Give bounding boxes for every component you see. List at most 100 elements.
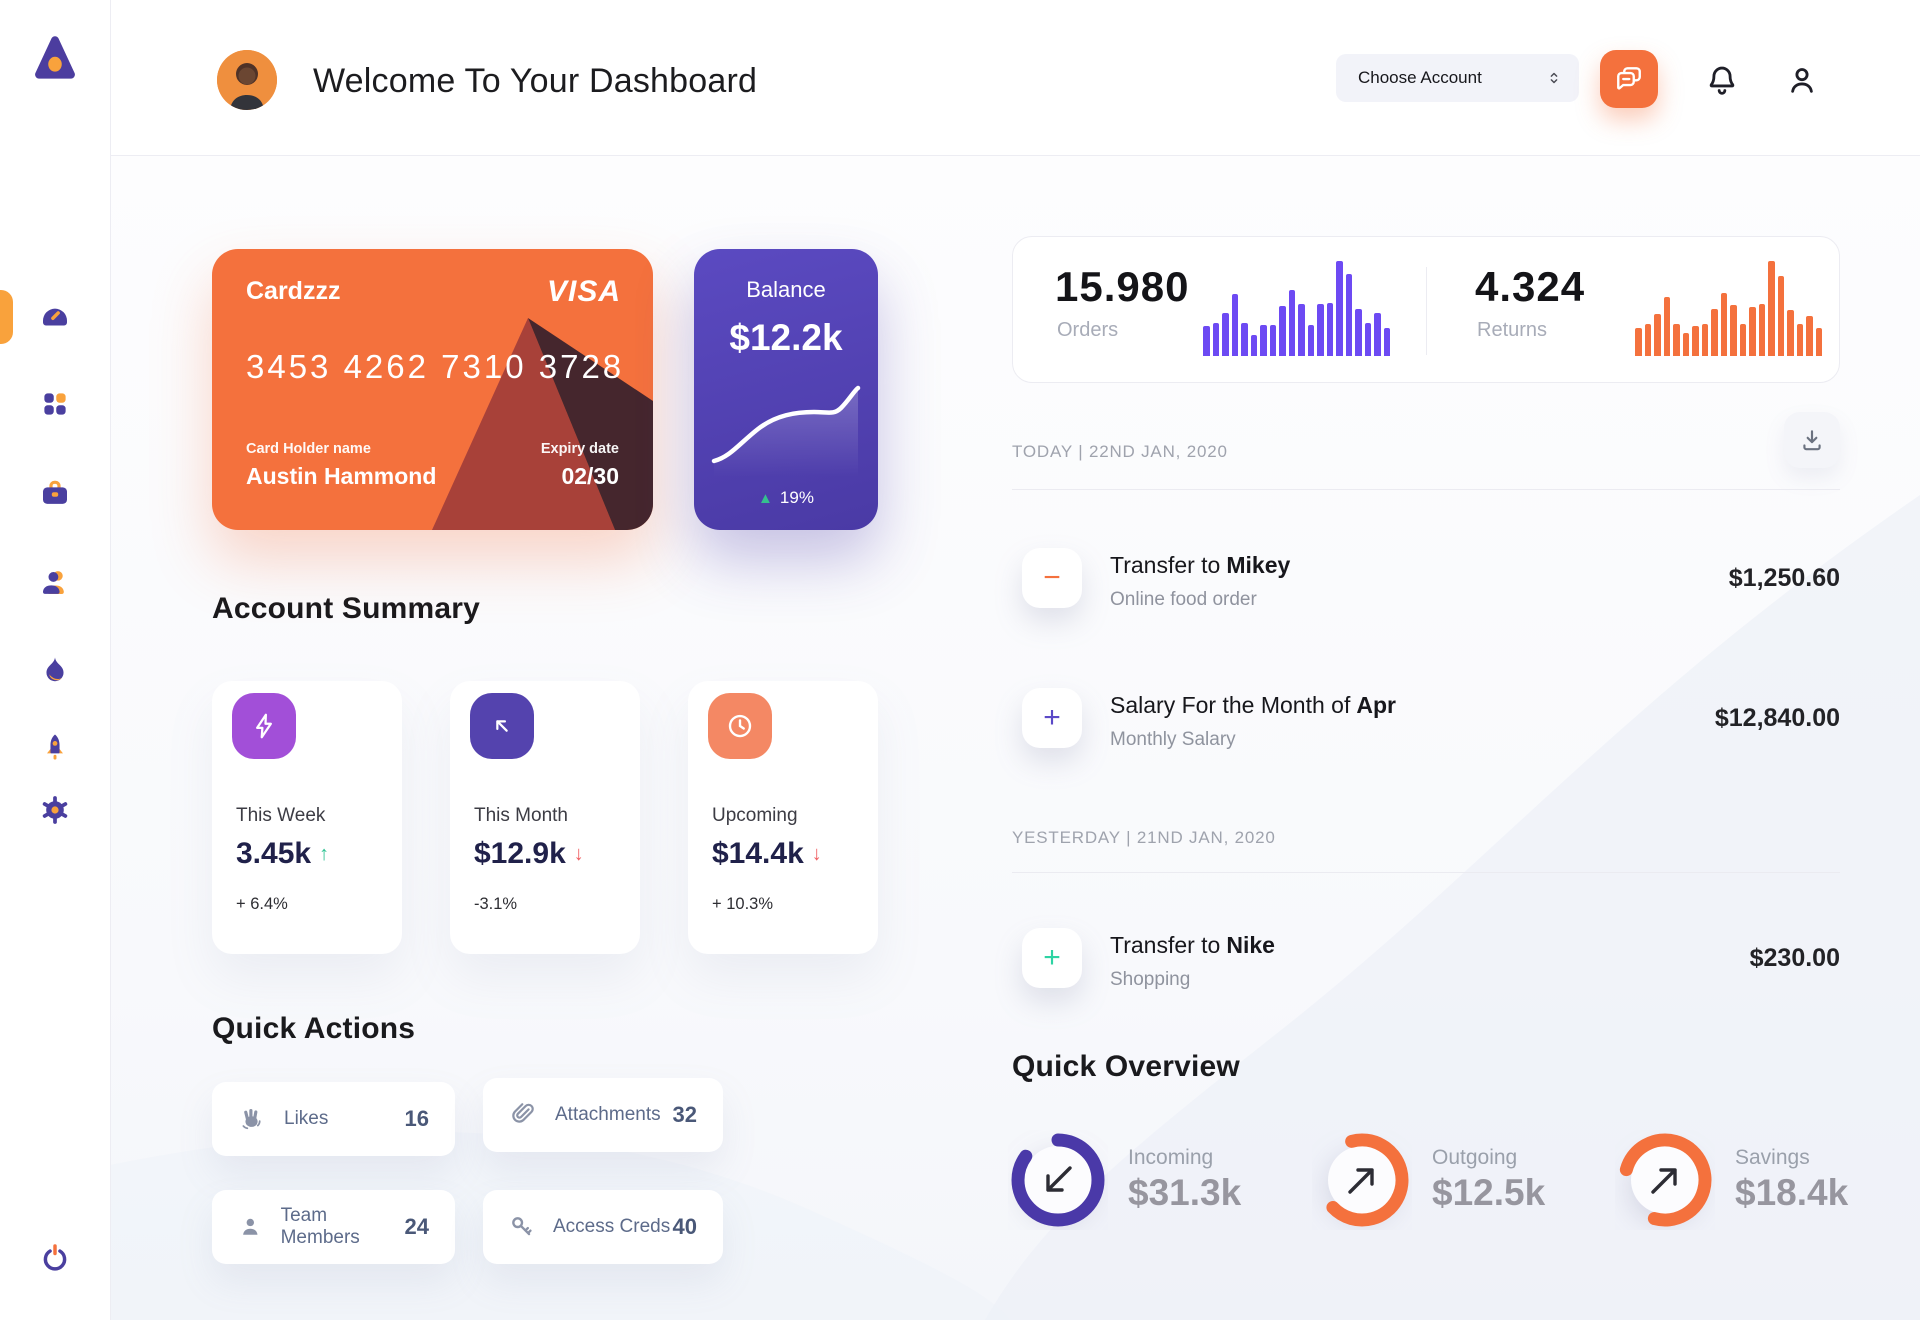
returns-label: Returns: [1477, 319, 1548, 341]
plus-icon: +: [1022, 928, 1082, 988]
sparkline-bar: [1777, 276, 1784, 356]
sidebar-item-apps[interactable]: [0, 374, 110, 434]
divider: [1426, 267, 1427, 355]
app-logo[interactable]: [28, 30, 82, 84]
sparkline-bar: [1336, 261, 1343, 356]
quick-action-likes[interactable]: Likes 16: [212, 1082, 455, 1156]
sparkline-bar: [1203, 325, 1210, 356]
summary-percent: + 6.4%: [236, 895, 288, 913]
power-icon: [43, 1244, 67, 1271]
sidebar-item-dashboard[interactable]: [0, 286, 110, 346]
overview-label: Incoming: [1128, 1146, 1214, 1169]
orders-sparkline: [1203, 261, 1395, 356]
orders-returns-card: 15.980 Orders 4.324 Returns: [1012, 236, 1840, 383]
member-icon: [243, 1218, 258, 1235]
transaction-amount: $230.00: [1749, 944, 1840, 972]
download-button[interactable]: [1784, 412, 1840, 468]
notifications-button[interactable]: [1702, 60, 1742, 100]
quick-action-attachments[interactable]: Attachments 32: [483, 1078, 723, 1152]
card-expiry: 02/30: [561, 463, 619, 489]
sparkline-bar: [1768, 261, 1775, 356]
quick-action-access-creds[interactable]: Access Creds 40: [483, 1190, 723, 1264]
transaction-amount: $1,250.60: [1728, 564, 1840, 592]
summary-label: Upcoming: [712, 805, 798, 826]
sparkline-bar: [1701, 323, 1708, 356]
paperclip-icon: [512, 1103, 534, 1123]
quick-actions-heading: Quick Actions: [212, 1012, 416, 1045]
orders-value: 15.980: [1055, 263, 1190, 310]
sparkline-bar: [1364, 322, 1371, 356]
sidebar-item-activity[interactable]: [0, 640, 110, 700]
sparkline-bar: [1279, 305, 1286, 356]
bell-icon: [1709, 66, 1735, 95]
sparkline-bar: [1749, 306, 1756, 356]
sparkline-bar: [1787, 310, 1794, 356]
logout-button[interactable]: [0, 1228, 110, 1288]
transaction-title: Transfer to Mikey: [1110, 552, 1291, 578]
sparkline-bar: [1796, 323, 1803, 356]
profile-button[interactable]: [1782, 60, 1822, 100]
sidebar-item-settings[interactable]: [0, 780, 110, 840]
transactions-date-today: TODAY | 22ND JAN, 2020: [1012, 442, 1228, 461]
sparkline-bar: [1241, 322, 1248, 356]
transactions-date-yesterday: YESTERDAY | 21ND JAN, 2020: [1012, 828, 1276, 847]
transaction-row-mikey[interactable]: − Transfer to Mikey Online food order $1,…: [1012, 548, 1840, 618]
sidebar-item-launch[interactable]: [0, 717, 110, 777]
sidebar-item-team[interactable]: [0, 552, 110, 612]
sparkline-bar: [1298, 303, 1305, 356]
quick-overview-heading: Quick Overview: [1012, 1050, 1240, 1083]
balance-change-value: 19%: [779, 488, 814, 507]
transaction-row-nike[interactable]: + Transfer to Nike Shopping $230.00: [1012, 928, 1840, 998]
quick-action-label: Access Creds: [553, 1216, 671, 1237]
header: Welcome To Your Dashboard Choose Account: [110, 0, 1920, 156]
waving-hand-icon: [242, 1108, 261, 1130]
account-select[interactable]: Choose Account: [1336, 54, 1579, 102]
card-number: 3453 4262 7310 3728: [246, 348, 625, 385]
chat-button[interactable]: [1600, 50, 1658, 108]
gear-icon: [42, 796, 68, 824]
clock-icon: [708, 693, 772, 759]
outgoing-donut: [1315, 1133, 1409, 1227]
sparkline-bar: [1730, 304, 1737, 356]
briefcase-icon: [43, 480, 67, 504]
summary-card-this-week: This Week 3.45k ↑ + 6.4%: [212, 681, 402, 954]
arrow-up-right-icon: [1651, 1168, 1677, 1194]
trend-arrow-icon: ↓: [811, 842, 822, 865]
trend-arrow-icon: ↓: [573, 842, 584, 865]
transaction-subtitle: Shopping: [1110, 969, 1191, 990]
balance-line-chart: [711, 385, 861, 477]
quick-action-label: Likes: [284, 1108, 329, 1129]
overview-label: Outgoing: [1432, 1146, 1518, 1169]
sparkline-bar: [1739, 323, 1746, 356]
avatar: [217, 50, 277, 110]
sparkline-bar: [1307, 324, 1314, 356]
sidebar: [0, 0, 111, 1320]
card-name: Cardzzz: [246, 277, 341, 305]
rocket-icon: [47, 734, 63, 760]
account-summary-heading: Account Summary: [212, 592, 481, 625]
sparkline-bar: [1692, 325, 1699, 356]
lightning-icon: [232, 693, 296, 759]
returns-sparkline: [1635, 261, 1827, 356]
returns-value: 4.324: [1475, 263, 1586, 310]
visa-logo: VISA: [546, 275, 621, 308]
sidebar-item-work[interactable]: [0, 463, 110, 523]
summary-value: 3.45k ↑: [236, 837, 330, 870]
arrow-down-left-icon: [1046, 1166, 1072, 1192]
bank-card: Cardzzz VISA 3453 4262 7310 3728 Card Ho…: [212, 249, 653, 530]
quick-action-label: Attachments: [555, 1104, 661, 1125]
balance-label: Balance: [746, 277, 826, 302]
sparkline-bar: [1374, 313, 1381, 356]
triangle-logo-icon: [35, 36, 75, 79]
summary-value: $14.4k ↓: [712, 837, 822, 870]
overview-label: Savings: [1735, 1146, 1810, 1169]
sparkline-bar: [1222, 313, 1229, 356]
sparkline-bar: [1326, 302, 1333, 356]
chevron-up-down-icon: [1550, 72, 1558, 84]
summary-label: This Month: [474, 805, 568, 826]
active-nav-indicator: [0, 290, 13, 344]
arrow-up-right-icon: [1348, 1168, 1374, 1194]
quick-action-team-members[interactable]: Team Members 24: [212, 1190, 455, 1264]
balance-value: $12.2k: [729, 317, 843, 358]
transaction-row-salary[interactable]: + Salary For the Month of Apr Monthly Sal…: [1012, 688, 1840, 758]
